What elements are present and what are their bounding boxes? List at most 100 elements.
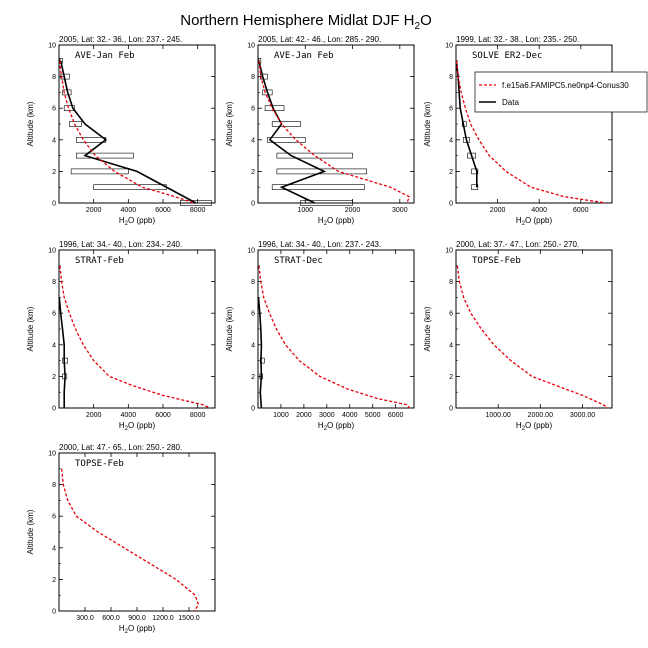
y-axis-label: Altitude (km) (26, 509, 35, 554)
y-tick-label: 6 (251, 311, 255, 318)
obs-range-box (70, 168, 129, 175)
model-line (455, 60, 606, 204)
obs-line (455, 60, 478, 188)
x-axis-label-part: H (318, 421, 324, 430)
obs-range-box (471, 168, 479, 175)
obs-range-box (276, 152, 353, 159)
y-tick-label: 0 (52, 201, 56, 208)
y-tick-label: 2 (52, 169, 56, 176)
obs-range-box (271, 184, 365, 190)
plot-frame (455, 249, 613, 409)
x-axis-label-sub: 2 (125, 221, 129, 227)
x-tick-label: 1000.00 (486, 412, 511, 419)
x-tick-label: 6000 (388, 412, 404, 419)
panel-title: 1996, Lat: 34.- 40., Lon: 234.- 240. (59, 240, 182, 249)
x-axis-label-part: H (119, 624, 125, 633)
y-tick-label: 6 (52, 106, 56, 113)
y-axis-label: Altitude (km) (423, 306, 432, 351)
x-tick-label: 1000 (273, 412, 289, 419)
x-axis-label: H2O (ppb) (516, 216, 553, 227)
plot-frame (58, 249, 216, 409)
obs-line (59, 60, 197, 204)
model-line (258, 60, 411, 204)
y-tick-label: 2 (52, 374, 56, 381)
x-tick-label: 6000 (155, 207, 171, 214)
panel-title: 2005, Lat: 32.- 36., Lon: 237.- 245. (59, 35, 182, 44)
y-tick-label: 8 (52, 482, 56, 489)
y-tick-label: 2 (251, 374, 255, 381)
obs-range-box (93, 184, 167, 190)
y-tick-label: 10 (247, 43, 255, 50)
panel-title: 2000, Lat: 37.- 47., Lon: 250.- 270. (456, 240, 579, 249)
x-tick-label: 3000.00 (570, 412, 595, 419)
y-tick-label: 10 (48, 451, 56, 458)
panel-title: 1996, Lat: 34.- 40., Lon: 237.- 243. (258, 240, 381, 249)
y-tick-label: 4 (251, 137, 255, 144)
plot-frame (58, 44, 216, 204)
plot-frame (455, 44, 613, 204)
y-tick-label: 6 (52, 514, 56, 521)
panel-3: 1999, Lat: 32.- 38., Lon: 235.- 250. 0 2 4 6… (423, 35, 648, 227)
x-axis-label-part: O (ppb) (128, 624, 155, 633)
obs-line (258, 60, 327, 204)
y-tick-label: 0 (52, 609, 56, 616)
y-tick-label: 10 (48, 248, 56, 255)
y-tick-label: 6 (449, 106, 453, 113)
model-line (60, 468, 200, 612)
x-tick-label: 2000 (86, 412, 102, 419)
x-axis-label-part: H (119, 216, 125, 225)
x-tick-label: 4000 (531, 207, 547, 214)
y-axis-label: Altitude (km) (423, 101, 432, 146)
x-tick-label: 6000 (573, 207, 589, 214)
y-tick-label: 8 (251, 74, 255, 81)
obs-range-box (300, 200, 353, 206)
obs-line (257, 297, 263, 409)
panel-1: 2005, Lat: 32.- 36., Lon: 237.- 245. 0 2 4 6… (26, 35, 216, 227)
y-axis-label: Altitude (km) (26, 101, 35, 146)
x-tick-label: 1000 (297, 207, 313, 214)
legend-model-label: f.e15a6.FAMIPC5.ne0np4-Conus30 (502, 81, 629, 90)
y-tick-label: 4 (449, 137, 453, 144)
x-tick-label: 3000 (392, 207, 408, 214)
campaign-label: SOLVE ER2-Dec (472, 51, 542, 61)
x-axis-label-part: O (ppb) (128, 216, 155, 225)
x-axis-label-part: O (ppb) (327, 421, 354, 430)
y-tick-label: 8 (52, 74, 56, 81)
campaign-label: AVE-Jan Feb (274, 51, 334, 61)
x-axis-label: H2O (ppb) (318, 421, 355, 432)
y-tick-label: 2 (52, 577, 56, 584)
model-line (258, 265, 410, 409)
y-tick-label: 0 (251, 406, 255, 413)
y-tick-label: 0 (449, 201, 453, 208)
x-tick-label: 900.0 (128, 615, 146, 622)
y-tick-label: 2 (449, 374, 453, 381)
x-axis-label-part: O (ppb) (128, 421, 155, 430)
x-tick-label: 2000 (86, 207, 102, 214)
x-axis-label-part: O (ppb) (525, 216, 552, 225)
y-tick-label: 10 (48, 43, 56, 50)
y-tick-label: 4 (52, 137, 56, 144)
y-tick-label: 0 (52, 406, 56, 413)
y-axis-label: Altitude (km) (225, 306, 234, 351)
y-tick-label: 10 (445, 248, 453, 255)
x-tick-label: 1200.0 (152, 615, 174, 622)
y-tick-label: 6 (251, 106, 255, 113)
panel-2: 2005, Lat: 42.- 46., Lon: 285.- 290. 0 2 4 6… (225, 35, 415, 227)
obs-range-box (276, 168, 368, 175)
x-tick-label: 2000 (490, 207, 506, 214)
x-axis-label-part: H (318, 216, 324, 225)
x-axis-label: H2O (ppb) (119, 216, 156, 227)
obs-range-box (76, 152, 134, 159)
panel-4: 1996, Lat: 34.- 40., Lon: 234.- 240. 0 2 4 6… (26, 240, 216, 432)
x-axis-label: H2O (ppb) (516, 421, 553, 432)
x-axis-label-sub: 2 (324, 426, 328, 432)
x-tick-label: 4000 (342, 412, 358, 419)
x-axis-label-sub: 2 (125, 426, 129, 432)
figure-title: Northern Hemisphere Midlat DJF H2O (180, 12, 431, 32)
y-tick-label: 0 (449, 406, 453, 413)
y-tick-label: 8 (449, 279, 453, 286)
x-axis-label: H2O (ppb) (119, 624, 156, 635)
y-tick-label: 8 (251, 279, 255, 286)
x-tick-label: 300.0 (76, 615, 94, 622)
